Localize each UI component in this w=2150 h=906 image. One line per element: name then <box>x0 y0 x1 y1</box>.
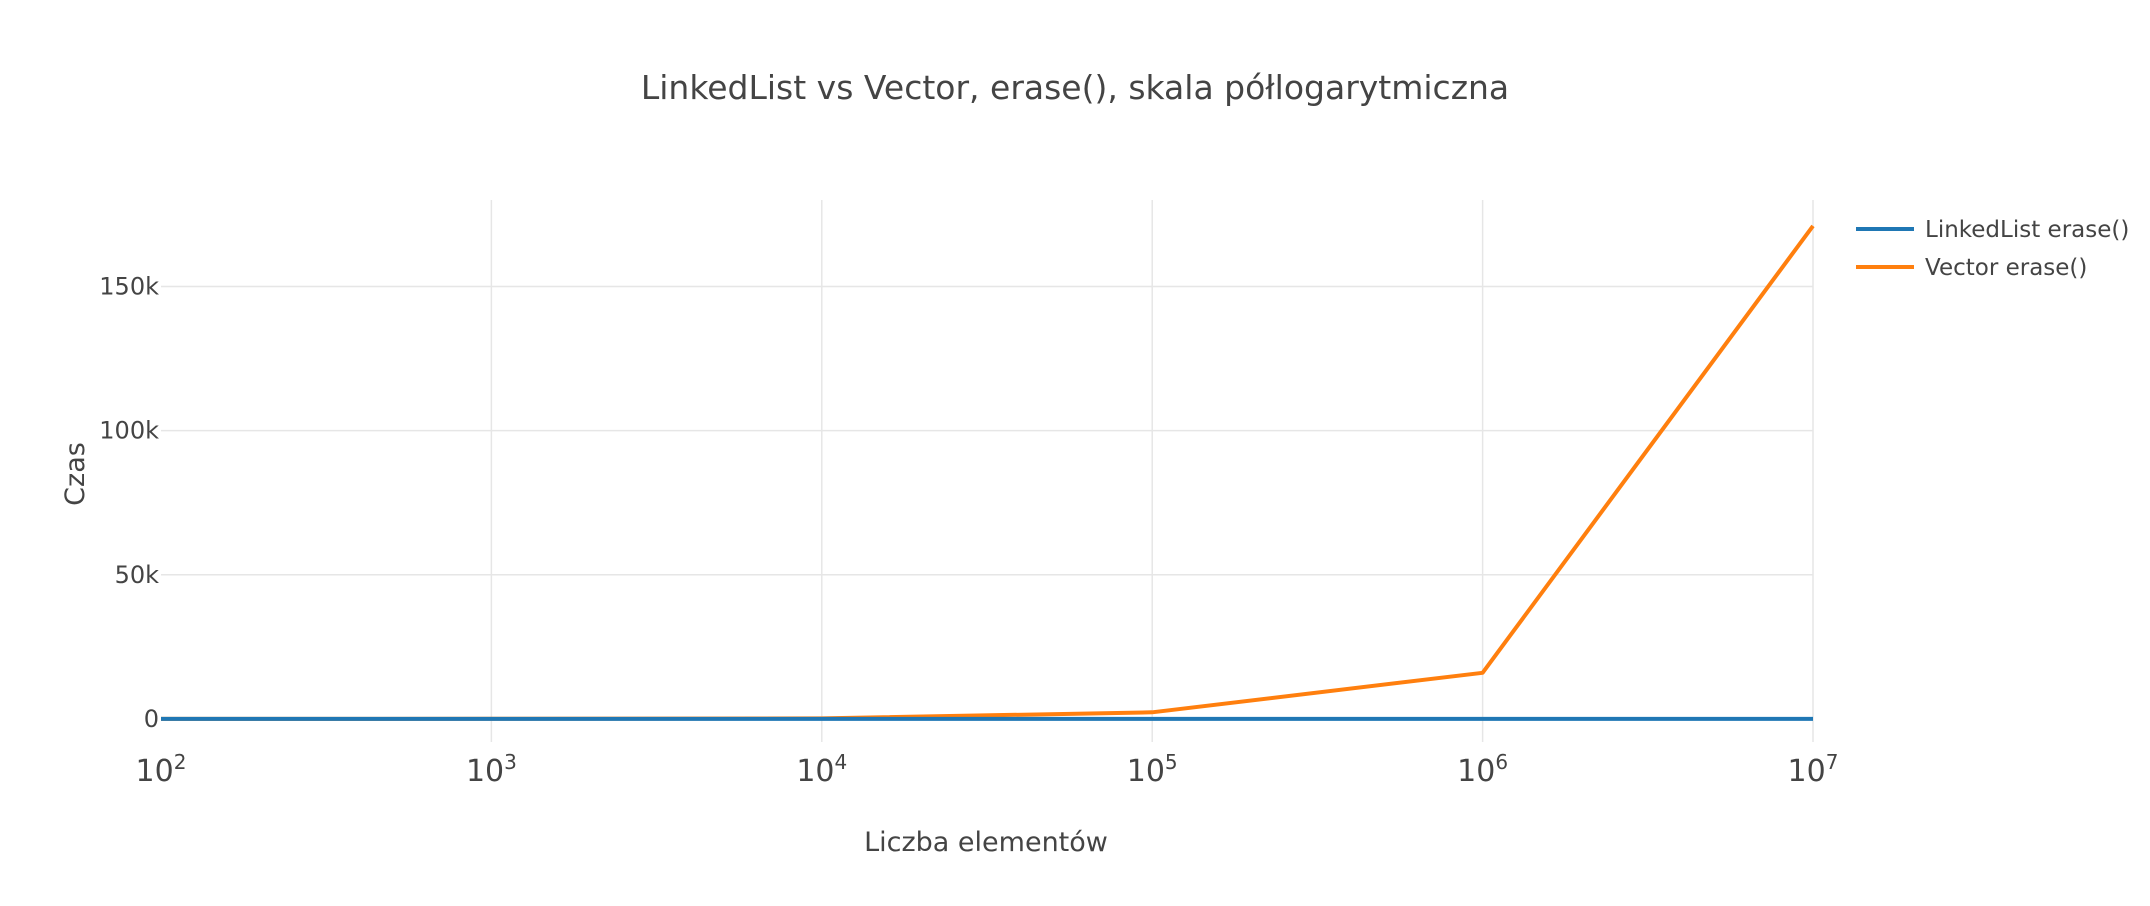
x-tick-exponent: 3 <box>504 750 517 774</box>
x-tick-label: 107 <box>1788 750 1839 789</box>
y-tick-label: 50k <box>115 561 160 589</box>
y-axis-title: Czas <box>60 442 91 506</box>
legend-item[interactable]: LinkedList erase() <box>1856 217 2129 243</box>
x-tick-label: 103 <box>466 750 517 789</box>
legend[interactable]: LinkedList erase() Vector erase() <box>1856 217 2129 281</box>
x-tick-exponent: 7 <box>1826 750 1839 774</box>
x-tick-exponent: 6 <box>1495 750 1508 774</box>
x-axis-title: Liczba elementów <box>864 827 1108 858</box>
x-tick-base: 10 <box>136 754 174 789</box>
x-tick-base: 10 <box>1457 754 1495 789</box>
x-tick-label: 102 <box>136 750 187 789</box>
x-tick-label: 105 <box>1127 750 1178 789</box>
x-tick-exponent: 2 <box>174 750 187 774</box>
legend-item[interactable]: Vector erase() <box>1856 255 2087 281</box>
x-tick-label: 104 <box>796 750 847 789</box>
legend-label: Vector erase() <box>1925 255 2087 281</box>
series-lines <box>160 224 1815 721</box>
x-tick-base: 10 <box>466 754 504 789</box>
x-tick-label: 106 <box>1457 750 1508 789</box>
legend-label: LinkedList erase() <box>1925 217 2129 243</box>
x-tick-base: 10 <box>1127 754 1165 789</box>
x-tick-labels: 102 103 104 105 106 107 <box>136 750 1839 789</box>
x-tick-exponent: 4 <box>835 750 848 774</box>
y-tick-labels: 0 50k 100k 150k <box>99 272 159 732</box>
y-tick-label: 100k <box>99 417 159 445</box>
y-tick-label: 150k <box>99 272 159 300</box>
chart-title: LinkedList vs Vector, erase(), skala pół… <box>641 68 1509 107</box>
x-tick-base: 10 <box>796 754 834 789</box>
y-tick-label: 0 <box>144 705 159 733</box>
x-tick-exponent: 5 <box>1165 750 1178 774</box>
x-tick-base: 10 <box>1788 754 1826 789</box>
